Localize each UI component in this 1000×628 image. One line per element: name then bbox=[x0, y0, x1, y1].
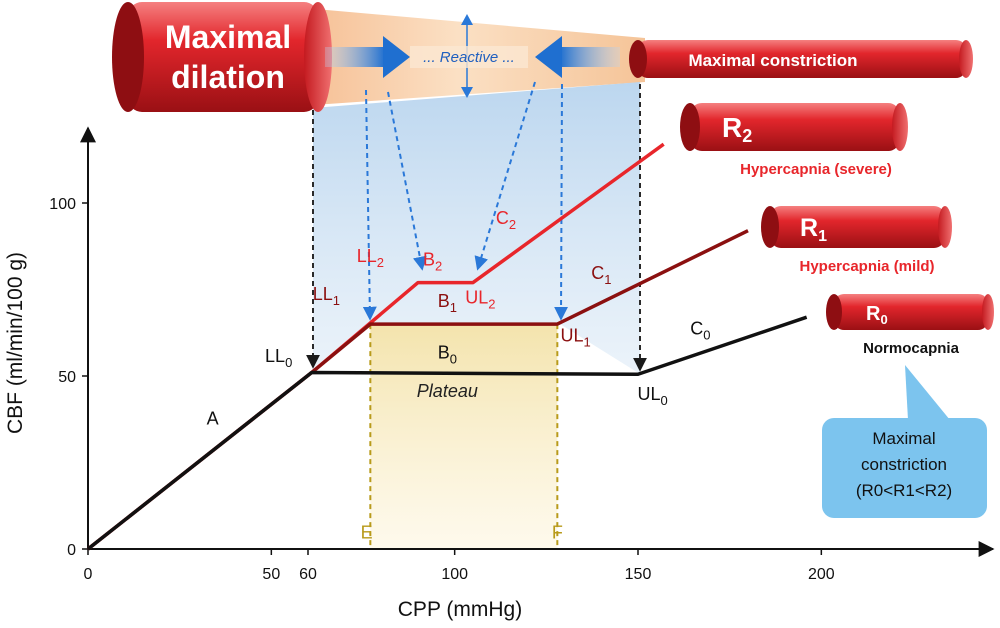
vessel-r1: R1 Hypercapnia (mild) bbox=[761, 206, 952, 275]
label-ll1: LL1 bbox=[313, 284, 340, 308]
max-constriction-callout: Maximal constriction (R0<R1<R2) bbox=[822, 365, 987, 518]
label-c2: C2 bbox=[496, 208, 516, 232]
vessel-r1-label: R1 bbox=[800, 214, 827, 245]
x-tick-label: 60 bbox=[299, 566, 317, 583]
callout-line3: (R0<R1<R2) bbox=[856, 481, 952, 500]
callout-line2: constriction bbox=[861, 455, 947, 474]
vessel-r0-caption: Normocapnia bbox=[863, 340, 960, 357]
plateau-band bbox=[370, 324, 558, 549]
x-axis-title: CPP (mmHg) bbox=[398, 598, 522, 621]
label-b0: B0 bbox=[438, 343, 457, 367]
label-ul1: UL1 bbox=[561, 325, 591, 349]
max-dilation-vessel: Maximal dilation bbox=[112, 2, 332, 112]
max-dilation-line2: dilation bbox=[171, 59, 285, 95]
vessel-r2-label: R2 bbox=[722, 112, 752, 146]
vessel-r2-caption: Hypercapnia (severe) bbox=[740, 161, 892, 178]
label-b2: B2 bbox=[423, 249, 442, 273]
vessel-r0-label: R0 bbox=[866, 303, 888, 327]
y-axis-title: CBF (ml/min/100 g) bbox=[4, 252, 27, 434]
label-ul2: UL2 bbox=[465, 287, 495, 311]
reactive-arrows: ... Reactive ... bbox=[325, 14, 620, 98]
x-tick-label: 100 bbox=[441, 566, 468, 583]
label-ll2: LL2 bbox=[357, 246, 384, 270]
label-b1: B1 bbox=[438, 291, 457, 315]
x-tick-label: 150 bbox=[625, 566, 652, 583]
label-a: A bbox=[207, 408, 219, 428]
x-tick-label: 0 bbox=[84, 566, 93, 583]
label-e: E bbox=[361, 523, 373, 543]
x-tick-label: 200 bbox=[808, 566, 835, 583]
label-c0: C0 bbox=[690, 318, 710, 342]
vessel-r1-caption: Hypercapnia (mild) bbox=[799, 258, 934, 275]
limit-arrows bbox=[306, 81, 647, 372]
vessel-r0: R0 Normocapnia bbox=[826, 294, 994, 357]
label-ll0: LL0 bbox=[265, 346, 292, 370]
y-tick-label: 50 bbox=[58, 369, 76, 386]
vessel-r2: R2 Hypercapnia (severe) bbox=[680, 103, 908, 178]
max-dilation-line1: Maximal bbox=[165, 19, 291, 55]
x-tick-label: 50 bbox=[262, 566, 280, 583]
label-ul0: UL0 bbox=[638, 384, 668, 408]
axes: 0 50 60 100 150 200 0 50 100 CPP (mmHg) CBF (ml/… bbox=[4, 126, 995, 621]
label-f: F bbox=[552, 523, 563, 543]
label-plateau: Plateau bbox=[417, 381, 478, 401]
reactive-label: ... Reactive ... bbox=[423, 49, 515, 66]
series-r0-line bbox=[86, 315, 808, 551]
max-constriction-vessel: Maximal constriction bbox=[629, 40, 973, 78]
y-tick-label: 100 bbox=[49, 196, 76, 213]
y-tick-label: 0 bbox=[67, 542, 76, 559]
max-constriction-label: Maximal constriction bbox=[688, 51, 857, 70]
label-c1: C1 bbox=[591, 263, 611, 287]
callout-line1: Maximal bbox=[872, 429, 935, 448]
